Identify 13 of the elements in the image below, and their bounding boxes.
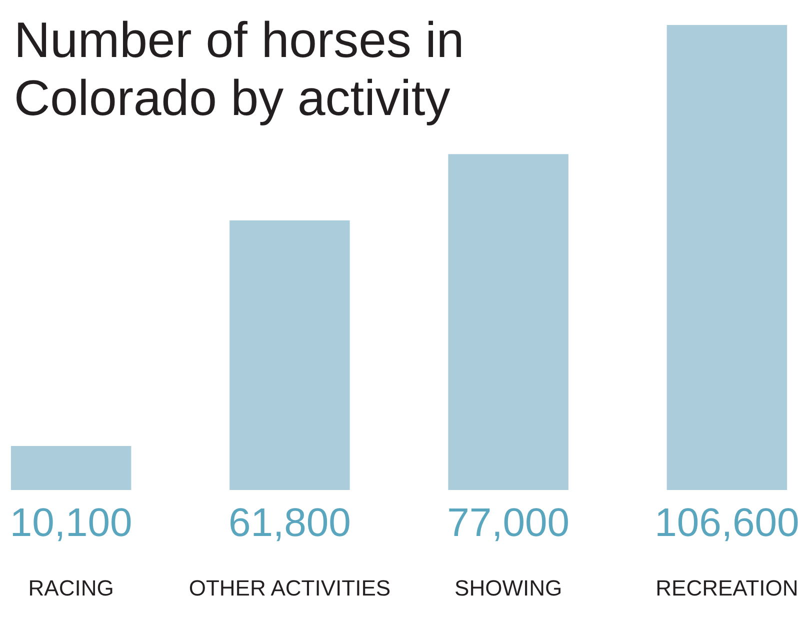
- bar: [230, 220, 350, 490]
- data-label: 77,000: [447, 501, 570, 545]
- bar: [666, 25, 788, 490]
- bar: [10, 446, 132, 490]
- data-label: 10,100: [10, 501, 132, 545]
- data-label: 106,600: [654, 501, 798, 545]
- chart-title: Number of horses in Colorado by activity: [14, 12, 464, 126]
- x-tick-label: SHOWING: [454, 576, 562, 600]
- x-tick-label: RECREATION: [656, 576, 798, 600]
- bar: [448, 154, 568, 490]
- x-tick-label: RACING: [28, 576, 114, 600]
- data-label: 61,800: [228, 501, 351, 545]
- x-tick-label: OTHER ACTIVITIES: [188, 576, 391, 600]
